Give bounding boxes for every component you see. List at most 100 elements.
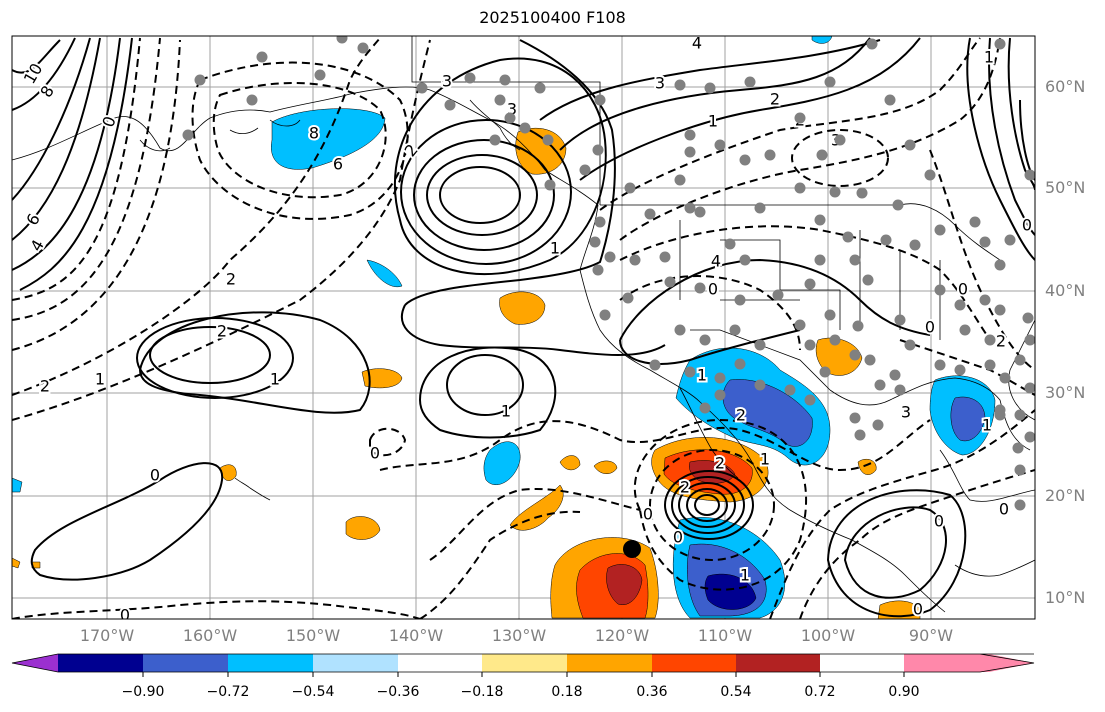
station-dot — [1014, 464, 1026, 476]
contour-label: 0 — [925, 318, 935, 337]
contour-dashed — [799, 469, 1035, 619]
station-dot — [804, 394, 816, 406]
station-dot — [909, 239, 921, 251]
station-dot — [594, 216, 606, 228]
contour-solid — [579, 37, 921, 181]
contour-solid — [426, 154, 538, 236]
station-dot — [1014, 409, 1026, 421]
station-dot — [754, 379, 766, 391]
station-dot — [684, 129, 696, 141]
contour-label: 1 — [270, 370, 280, 389]
lat-label: 30°N — [1045, 383, 1086, 402]
contour-solid — [12, 37, 121, 271]
contour-dashed — [619, 225, 991, 341]
station-dot — [592, 264, 604, 276]
contour-solid — [446, 354, 524, 416]
station-dot — [804, 339, 816, 351]
lon-label: 150°W — [285, 626, 341, 645]
contour-label: 1 — [697, 366, 707, 385]
station-dot — [336, 36, 348, 44]
anomaly-fill-orange — [857, 459, 877, 475]
lon-label: 100°W — [800, 626, 856, 645]
contour-labels: 1086408621210210123433212340120021012301… — [18, 36, 1034, 625]
anomaly-fill-orange — [345, 516, 381, 540]
station-dot — [694, 206, 706, 218]
station-dot — [659, 251, 671, 263]
colorbar-extend-low — [12, 654, 58, 672]
station-dot — [884, 94, 896, 106]
contour-label: 2 — [217, 322, 227, 341]
contour-label: 1 — [982, 416, 992, 435]
station-dot — [1024, 334, 1035, 346]
colorbar-outline — [11, 653, 1035, 673]
contour-label: 1 — [708, 112, 718, 131]
station-dot — [994, 259, 1006, 271]
contour-label: 2 — [996, 332, 1006, 351]
contour-label: 1 — [501, 402, 511, 421]
station-dot — [684, 366, 696, 378]
contour-label: 0 — [708, 280, 718, 299]
station-dot — [674, 324, 686, 336]
station-dot — [784, 384, 796, 396]
station-dot — [959, 324, 971, 336]
contour-label: 2 — [715, 454, 725, 473]
anomaly-fill-orange — [877, 600, 921, 619]
contour-label: 0 — [1022, 216, 1032, 235]
contour-solid — [439, 166, 521, 224]
contour-label: 8 — [309, 124, 319, 143]
contour-dashed — [791, 129, 889, 187]
station-dot — [622, 292, 634, 304]
contour-solid — [413, 139, 555, 251]
lon-label: 130°W — [491, 626, 547, 645]
station-dot — [534, 82, 546, 94]
station-dot — [894, 314, 906, 326]
station-dot — [649, 359, 661, 371]
station-dot — [979, 294, 991, 306]
station-dot — [674, 79, 686, 91]
contour-label: 2 — [680, 478, 690, 497]
contour-label: 6 — [333, 155, 343, 174]
station-dot — [704, 82, 716, 94]
anomaly-fill-orange — [509, 484, 564, 531]
station-dot — [629, 254, 641, 266]
contour-solid — [12, 37, 101, 241]
contour-label: 2 — [770, 90, 780, 109]
colorbar-segment — [58, 654, 143, 672]
station-dot — [829, 334, 841, 346]
station-dot — [1014, 354, 1026, 366]
contour-label: 3 — [442, 72, 452, 91]
lat-label: 50°N — [1045, 178, 1086, 197]
colorbar-tick-label: −0.90 — [121, 684, 165, 700]
contour-label: 0 — [673, 528, 683, 547]
contour-solid — [138, 311, 371, 414]
station-dot — [699, 334, 711, 346]
contour-label: 0 — [120, 606, 130, 625]
station-dot — [984, 359, 996, 371]
anomaly-fill-blue — [12, 477, 23, 493]
contour-solid — [678, 482, 736, 528]
contour-solid — [12, 37, 91, 201]
anomaly-fill-orange — [815, 337, 863, 376]
contour-dashed — [212, 82, 387, 199]
contour-dashed — [12, 37, 141, 301]
lat-label: 20°N — [1045, 486, 1086, 505]
map-frame — [11, 35, 1036, 620]
station-dot — [924, 169, 936, 181]
station-dot — [954, 364, 966, 376]
anomaly-fill-navy — [704, 573, 757, 610]
anomaly-fill-orange — [559, 455, 581, 471]
station-dot — [764, 149, 776, 161]
station-dot — [734, 358, 746, 370]
station-dot — [256, 51, 268, 63]
contour-solid — [686, 488, 728, 522]
lon-label: 110°W — [697, 626, 753, 645]
contour-solid — [418, 346, 557, 439]
station-dot — [864, 354, 876, 366]
contour-label: 1 — [740, 566, 750, 585]
contour-solid — [400, 119, 572, 265]
contour-dashed — [599, 37, 981, 211]
station-dot — [754, 202, 766, 214]
lon-label: 140°W — [388, 626, 444, 645]
lon-label: 120°W — [594, 626, 650, 645]
anomaly-fill-darkred — [606, 564, 643, 606]
